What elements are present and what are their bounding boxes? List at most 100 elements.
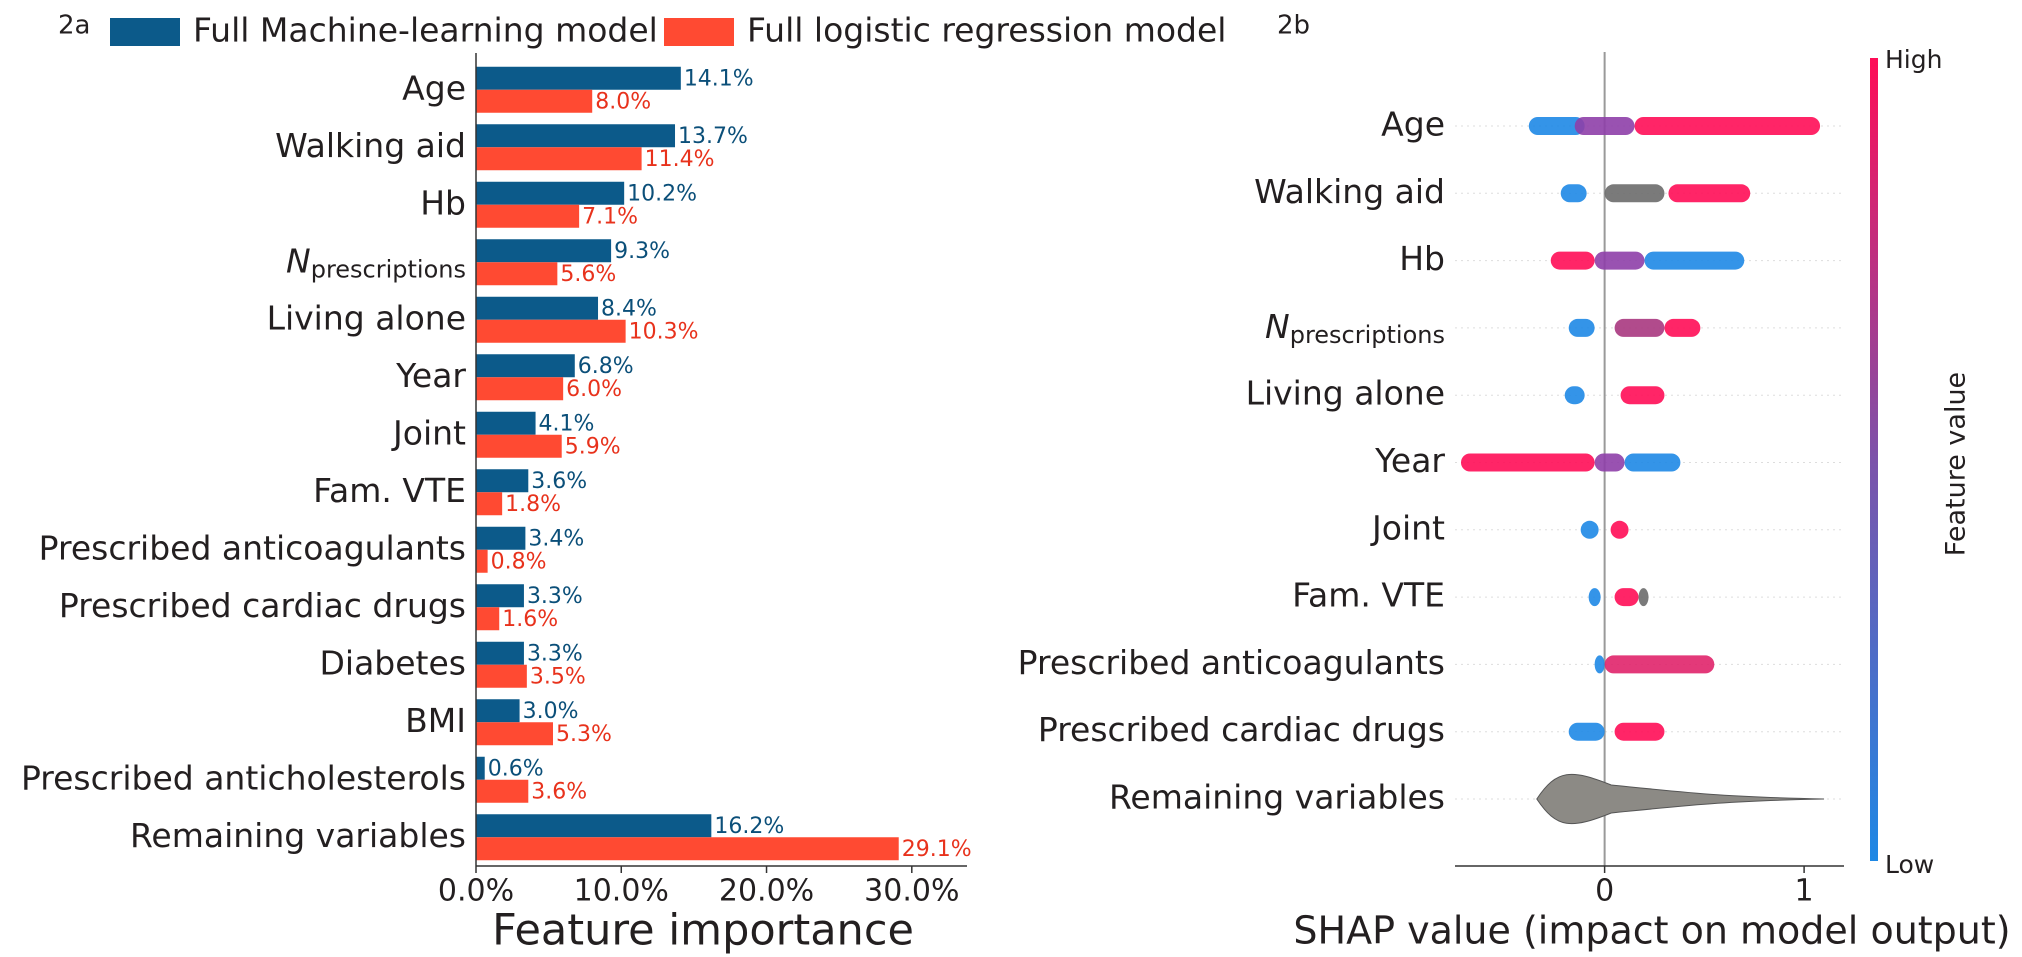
category-label: Diabetes (320, 643, 467, 682)
shap-cluster (1564, 386, 1585, 405)
category-label: Joint (391, 413, 466, 452)
value-label: 0.8% (491, 549, 547, 574)
value-label: 9.3% (614, 239, 670, 264)
colorbar-label: Feature value (1941, 372, 1972, 556)
shap-cluster (1594, 453, 1625, 472)
bar (476, 319, 626, 343)
shap-cluster (1574, 117, 1635, 135)
value-label: 11.4% (645, 147, 715, 172)
category-label: Prescribed anticoagulants (1018, 643, 1445, 682)
shap-cluster (1560, 184, 1587, 203)
category-label: Walking aid (275, 126, 466, 165)
category-label: Year (395, 356, 466, 395)
value-label: 8.4% (601, 296, 657, 321)
value-label: 5.9% (565, 434, 621, 459)
bar (476, 814, 712, 838)
bar (476, 434, 562, 458)
category-label: Walking aid (1254, 172, 1445, 211)
value-label: 8.0% (595, 89, 651, 114)
value-label: 5.3% (556, 722, 612, 747)
category-label: Fam. VTE (1292, 576, 1445, 615)
shap-cluster (1620, 386, 1665, 405)
shap-cluster (1594, 251, 1645, 270)
shap-cluster (1614, 722, 1665, 741)
bar (476, 66, 681, 90)
category-main: N (286, 241, 311, 280)
shap-cluster (1664, 318, 1701, 337)
value-label: 3.0% (523, 699, 579, 724)
value-label: 3.3% (527, 641, 583, 666)
category-label: Age (1381, 105, 1445, 144)
bar (476, 377, 564, 401)
category-label: BMI (405, 701, 466, 740)
bar (476, 584, 524, 608)
value-label: 16.2% (714, 814, 784, 839)
x-tick-label: 0 (1595, 874, 1614, 909)
value-label: 29.1% (902, 837, 972, 862)
violin (1536, 773, 1825, 825)
x-axis-label: SHAP value (impact on model output) (1293, 909, 2010, 953)
value-label: 4.1% (539, 411, 595, 436)
shap-cluster (1568, 722, 1605, 741)
value-label: 3.5% (530, 664, 586, 689)
bar (476, 641, 524, 665)
value-label: 3.3% (527, 584, 583, 609)
shap-cluster (1634, 117, 1821, 135)
category-label: Age (402, 68, 466, 107)
shap-cluster (1588, 588, 1601, 607)
shap-cluster (1624, 453, 1681, 472)
bar (476, 779, 529, 803)
shap-cluster (1668, 184, 1751, 203)
x-tick-label: 20.0% (719, 874, 814, 909)
shap-cluster (1580, 520, 1599, 539)
value-label: 5.6% (560, 262, 616, 287)
bar (476, 837, 899, 861)
bar (476, 699, 520, 723)
value-label: 3.4% (528, 526, 584, 551)
panel-label: 2a (58, 11, 90, 41)
value-label: 14.1% (684, 66, 754, 91)
shap-cluster (1610, 520, 1629, 539)
bar (476, 239, 612, 263)
value-label: 3.6% (531, 469, 587, 494)
shap-cluster (1604, 184, 1665, 203)
bar (476, 147, 642, 171)
category-label: Year (1374, 441, 1445, 480)
category-label: Remaining variables (130, 816, 466, 855)
shap-cluster (1460, 453, 1595, 472)
category-label: Prescribed anticoagulants (39, 528, 466, 567)
bar (476, 411, 536, 435)
bar (476, 549, 488, 573)
category-label: Living alone (1246, 374, 1445, 413)
category-main: N (1265, 306, 1290, 345)
category-label: Prescribed anticholesterols (21, 758, 466, 797)
category-label: Remaining variables (1109, 778, 1445, 817)
x-tick-label: 0.0% (438, 874, 514, 909)
value-label: 6.0% (566, 377, 622, 402)
value-label: 1.6% (502, 607, 558, 632)
shap-cluster (1638, 588, 1649, 607)
value-label: 1.8% (505, 492, 561, 517)
legend-swatch (664, 18, 734, 46)
x-tick-label: 30.0% (864, 874, 959, 909)
value-label: 10.3% (629, 319, 699, 344)
bar (476, 296, 599, 320)
value-label: 6.8% (578, 354, 634, 379)
category-label: Prescribed cardiac drugs (1038, 710, 1445, 749)
bar (476, 492, 503, 516)
bar (476, 181, 625, 205)
category-label: Living alone (267, 298, 466, 337)
category-label: Hb (1399, 239, 1445, 278)
bar (476, 756, 485, 780)
legend-label: Full Machine-learning model (193, 11, 658, 50)
category-label: Nprescriptions (286, 241, 466, 284)
x-tick-label: 10.0% (574, 874, 669, 909)
bar (476, 469, 529, 493)
shap-cluster (1550, 251, 1595, 270)
shap-cluster (1644, 251, 1745, 270)
bar (476, 526, 526, 550)
bar (476, 722, 553, 746)
colorbar-high: High (1885, 45, 1942, 74)
category-label: Prescribed cardiac drugs (59, 586, 466, 625)
